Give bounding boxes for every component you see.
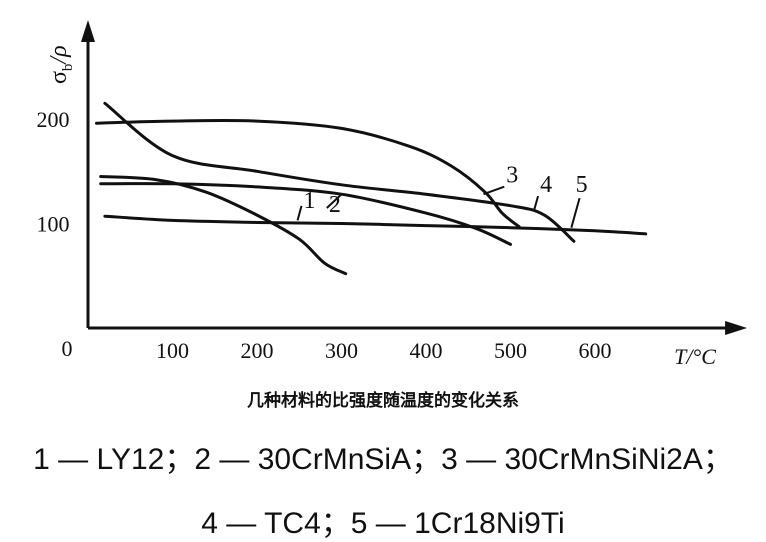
- y-axis-label: σb/ρ: [46, 45, 76, 84]
- series-line-30CrMnSiA: [99, 182, 512, 246]
- curve-leader-1: [296, 205, 303, 221]
- curve-label-1: 1: [303, 188, 315, 214]
- x-axis-arrow: [725, 321, 748, 335]
- x-tick-label: 400: [410, 338, 443, 363]
- series-line-LY12: [99, 175, 348, 276]
- series-line-30CrMnSiNi2A: [95, 118, 521, 229]
- curve-leader-3: [483, 185, 505, 196]
- curve-label-4: 4: [540, 172, 552, 198]
- legend-line-2: 4 — TC4；5 — 1Cr18Ni9Ti: [201, 507, 565, 540]
- chart-caption: 几种材料的比强度随温度的变化关系: [247, 391, 519, 411]
- x-tick-label: 600: [579, 338, 612, 363]
- y-axis-arrow: [81, 20, 95, 42]
- origin-label: 0: [62, 336, 73, 361]
- x-tick-label: 100: [156, 338, 189, 363]
- series-line-TC4: [103, 101, 576, 243]
- curve-leader-4: [533, 195, 540, 211]
- curve-leader-2: [326, 193, 343, 209]
- legend-line-1: 1 — LY12；2 — 30CrMnSiA；3 — 30CrMnSiNi2A；: [33, 443, 733, 476]
- x-axis-label: T/°C: [674, 344, 716, 369]
- curve-label-3: 3: [506, 163, 518, 189]
- series-line-1Cr18Ni9Ti: [103, 214, 648, 236]
- x-tick-label: 500: [494, 338, 527, 363]
- x-tick-label: 300: [325, 338, 358, 363]
- curve-label-5: 5: [576, 172, 588, 198]
- x-tick-label: 200: [241, 338, 274, 363]
- y-tick-label: 100: [37, 212, 70, 237]
- y-tick-label: 200: [37, 107, 70, 132]
- curve-leader-5: [570, 197, 581, 228]
